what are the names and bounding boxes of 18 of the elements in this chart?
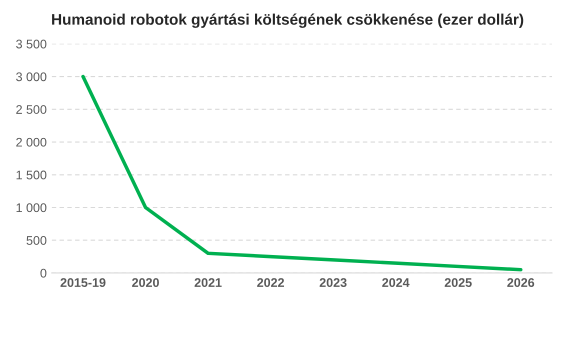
line-series	[81, 74, 522, 272]
y-tick-label: 2 500	[16, 105, 46, 114]
y-tick-label: 0	[40, 268, 46, 278]
x-tick-label: 2015-19	[60, 278, 106, 288]
chart-title: Humanoid robotok gyártási költségének csökkenése (ezer dollár)	[52, 13, 524, 28]
x-tick-label: 2020	[132, 278, 159, 288]
y-tick-label: 500	[26, 236, 46, 245]
x-tick-label: 2024	[382, 278, 410, 288]
x-tick-label: 2021	[194, 278, 222, 288]
x-tick-label: 2025	[444, 278, 472, 288]
y-tick-label: 3 500	[16, 40, 46, 48]
y-tick-label: 1 500	[16, 170, 46, 180]
y-tick-label: 2 000	[16, 138, 46, 147]
x-tick-label: 2023	[320, 278, 347, 288]
x-tick-label: 2026	[507, 278, 534, 288]
x-tick-label: 2022	[257, 278, 284, 288]
y-tick-label: 1 000	[16, 203, 46, 212]
y-tick-label: 3 000	[16, 72, 46, 82]
